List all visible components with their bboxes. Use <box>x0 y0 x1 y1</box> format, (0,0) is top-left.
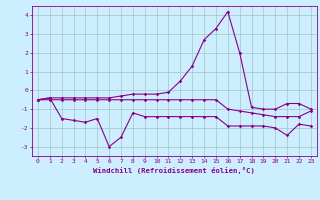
X-axis label: Windchill (Refroidissement éolien,°C): Windchill (Refroidissement éolien,°C) <box>93 167 255 174</box>
